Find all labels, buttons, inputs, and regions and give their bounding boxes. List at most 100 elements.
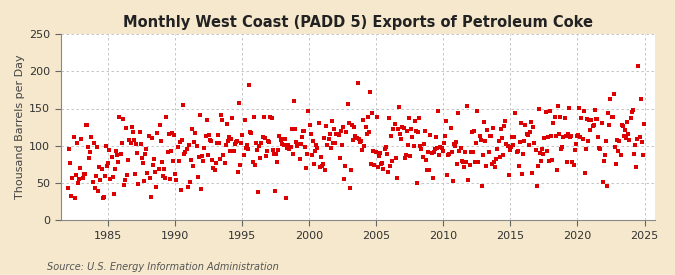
Point xyxy=(637,140,647,144)
Point xyxy=(206,139,217,143)
Point xyxy=(628,108,639,112)
Point xyxy=(484,134,495,139)
Point xyxy=(305,132,316,137)
Point xyxy=(256,141,267,145)
Point xyxy=(407,134,418,139)
Point xyxy=(465,150,476,154)
Point xyxy=(468,129,479,134)
Point xyxy=(543,159,554,163)
Point xyxy=(308,162,319,167)
Point xyxy=(308,139,319,143)
Point xyxy=(190,131,201,135)
Point xyxy=(611,162,622,166)
Point xyxy=(67,176,78,181)
Point xyxy=(462,104,472,108)
Point xyxy=(497,153,508,158)
Point xyxy=(298,129,308,133)
Point xyxy=(264,140,275,144)
Point xyxy=(579,170,590,175)
Point xyxy=(213,140,224,145)
Point xyxy=(263,139,273,144)
Point xyxy=(134,130,145,135)
Point xyxy=(396,137,407,141)
Point xyxy=(329,126,340,131)
Point xyxy=(181,147,192,152)
Point xyxy=(303,109,314,114)
Point xyxy=(493,138,504,143)
Point xyxy=(188,163,198,168)
Point xyxy=(521,132,532,136)
Point xyxy=(318,161,329,166)
Point xyxy=(432,146,443,150)
Point xyxy=(587,124,598,128)
Point xyxy=(436,145,447,150)
Point xyxy=(191,144,202,148)
Point xyxy=(266,116,277,120)
Point xyxy=(99,194,109,199)
Point xyxy=(262,149,273,153)
Point xyxy=(510,111,521,115)
Point xyxy=(605,97,616,102)
Point xyxy=(472,109,483,114)
Point xyxy=(569,148,580,153)
Point xyxy=(624,138,635,142)
Point xyxy=(431,135,441,139)
Point xyxy=(514,139,525,144)
Point xyxy=(591,117,601,121)
Point xyxy=(246,130,256,135)
Point xyxy=(119,183,130,187)
Point xyxy=(562,160,572,164)
Point xyxy=(219,161,230,166)
Point xyxy=(126,141,136,146)
Point xyxy=(252,190,263,194)
Point xyxy=(233,170,244,175)
Point xyxy=(604,123,615,128)
Point xyxy=(578,109,589,113)
Point xyxy=(238,153,249,158)
Point xyxy=(458,165,469,170)
Point xyxy=(269,189,280,193)
Point xyxy=(230,139,241,144)
Point xyxy=(259,115,269,119)
Point xyxy=(383,116,394,120)
Point xyxy=(545,109,556,114)
Point xyxy=(397,125,408,129)
Point xyxy=(592,117,603,121)
Point xyxy=(86,135,97,139)
Point xyxy=(575,135,586,139)
Point xyxy=(490,165,501,169)
Point xyxy=(460,150,470,154)
Point xyxy=(509,135,520,139)
Point xyxy=(455,146,466,150)
Point xyxy=(80,172,90,176)
Point xyxy=(128,130,138,134)
Point xyxy=(512,148,523,153)
Point xyxy=(481,164,491,168)
Point xyxy=(300,145,310,149)
Point xyxy=(160,176,171,180)
Point xyxy=(148,157,159,161)
Point xyxy=(470,160,481,164)
Point xyxy=(313,121,324,125)
Point xyxy=(625,116,636,120)
Point xyxy=(78,172,89,177)
Point xyxy=(143,134,154,138)
Point xyxy=(461,160,472,164)
Point xyxy=(373,154,384,159)
Point xyxy=(406,127,416,131)
Point xyxy=(412,130,423,134)
Point xyxy=(197,154,208,158)
Point xyxy=(529,140,540,145)
Point xyxy=(445,126,456,130)
Point xyxy=(389,122,400,126)
Point xyxy=(240,118,250,122)
Point xyxy=(199,146,210,150)
Point xyxy=(576,116,587,120)
Point xyxy=(230,142,240,146)
Point xyxy=(284,147,295,151)
Point xyxy=(341,130,352,134)
Point xyxy=(248,114,259,119)
Point xyxy=(144,176,155,180)
Point xyxy=(572,133,583,137)
Point xyxy=(453,111,464,115)
